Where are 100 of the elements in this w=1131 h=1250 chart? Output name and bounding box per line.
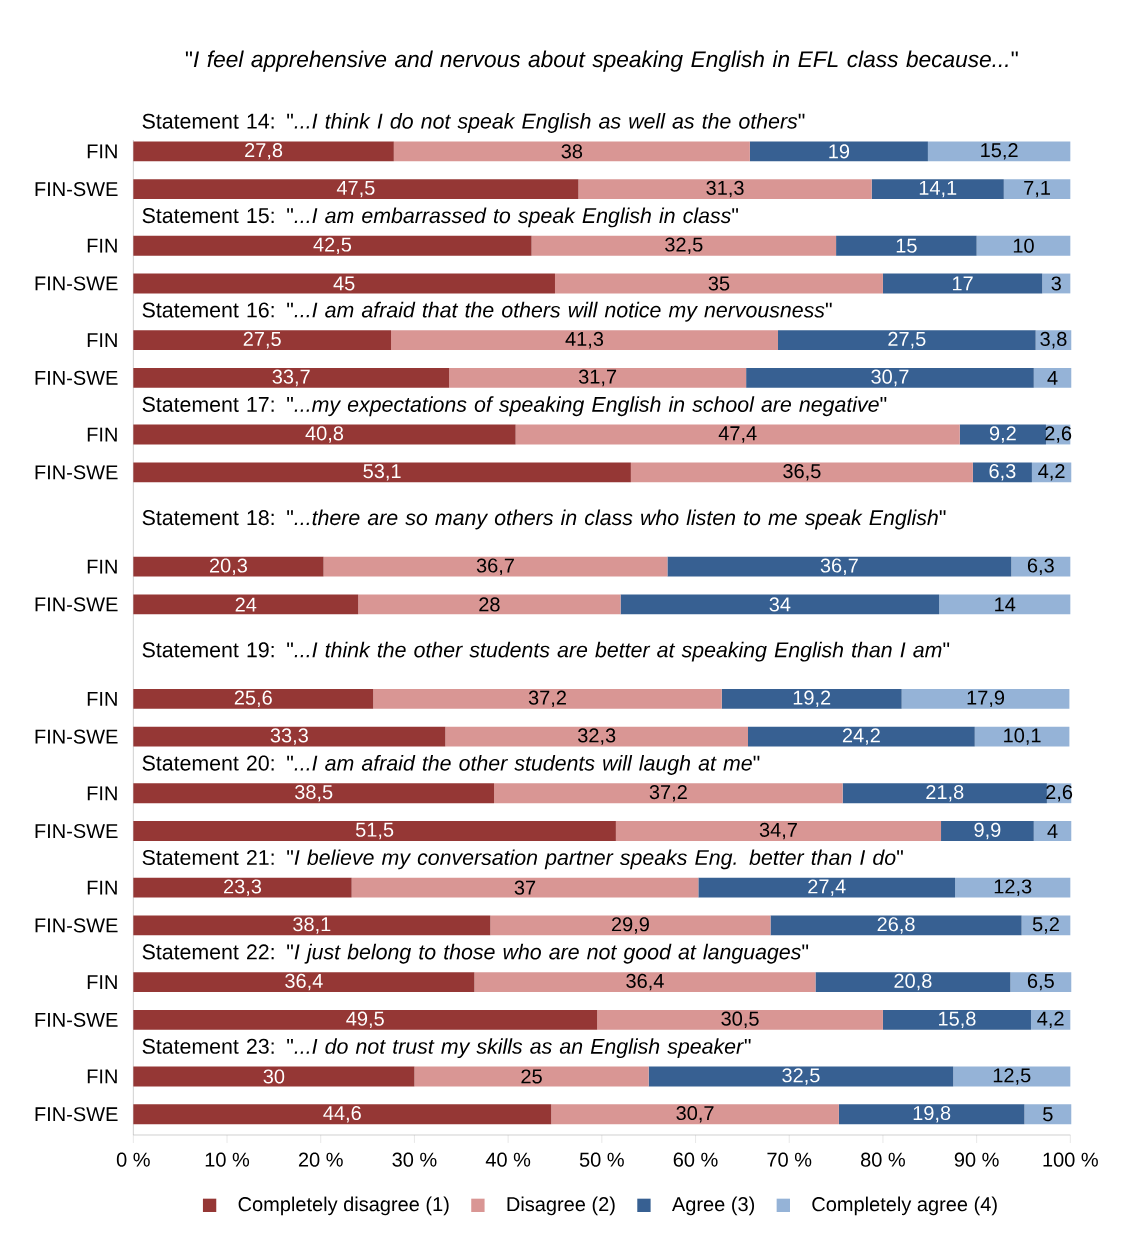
legend-label: Completely disagree (1) bbox=[238, 1196, 449, 1216]
bar bbox=[133, 367, 450, 388]
chart-title: "I feel apprehensive and nervous about speaking English in EFL class because..." bbox=[185, 50, 1018, 72]
bar bbox=[133, 877, 352, 898]
bar bbox=[578, 179, 872, 199]
x-tick-label: 100 % bbox=[1043, 1152, 1098, 1167]
data-label: 25,6 bbox=[234, 690, 272, 708]
data-label: 42,5 bbox=[313, 237, 352, 254]
annotation: Statement 17: "...my expectations of speaking English in school are negative" bbox=[142, 396, 887, 417]
bar bbox=[474, 972, 816, 992]
data-label: 9,2 bbox=[989, 426, 1016, 443]
data-label: 5,2 bbox=[1032, 917, 1059, 934]
bar bbox=[531, 235, 837, 256]
bar bbox=[554, 273, 883, 294]
bar bbox=[721, 688, 902, 709]
data-label: 4,2 bbox=[1037, 1011, 1064, 1029]
bar bbox=[393, 141, 750, 162]
data-label: 27,8 bbox=[245, 143, 283, 160]
bar bbox=[955, 877, 1071, 898]
data-label: 20,8 bbox=[894, 973, 932, 991]
bar bbox=[620, 594, 940, 615]
bar bbox=[597, 1009, 883, 1030]
bar bbox=[358, 594, 621, 615]
data-label: 27,5 bbox=[888, 331, 926, 349]
data-label: 30 bbox=[263, 1069, 285, 1084]
bar bbox=[133, 141, 394, 162]
data-label: 15,2 bbox=[981, 143, 1018, 160]
data-label: 19 bbox=[829, 144, 850, 159]
bar bbox=[882, 273, 1043, 294]
data-label: 45 bbox=[333, 276, 355, 291]
data-label: 12,5 bbox=[993, 1068, 1031, 1085]
bar bbox=[373, 688, 722, 709]
data-label: 3 bbox=[1051, 276, 1061, 291]
legend-label: Disagree (2) bbox=[507, 1196, 615, 1216]
data-label: 36,7 bbox=[476, 558, 514, 575]
bar bbox=[351, 877, 699, 898]
bar bbox=[1010, 972, 1072, 992]
data-label: 9,9 bbox=[974, 822, 1001, 840]
bar bbox=[133, 915, 491, 936]
bar bbox=[551, 1104, 839, 1125]
data-label: 30,7 bbox=[676, 1105, 714, 1123]
bar bbox=[133, 235, 532, 256]
data-label: 27,5 bbox=[243, 331, 281, 349]
data-label: 6,3 bbox=[1027, 558, 1054, 575]
data-label: 41,3 bbox=[565, 331, 604, 349]
data-label: 37 bbox=[514, 880, 536, 895]
data-label: 6,5 bbox=[1027, 973, 1054, 991]
bar bbox=[974, 726, 1070, 747]
x-tick-label: 50 % bbox=[579, 1152, 624, 1167]
annotation: Statement 15: "...I am embarrassed to speak English in class" bbox=[142, 207, 739, 228]
x-tick-label: 60 % bbox=[673, 1152, 718, 1167]
bar bbox=[815, 972, 1011, 992]
bar bbox=[391, 330, 778, 351]
annotation: Statement 19: "...I think the other students are better at speaking English than I am" bbox=[142, 641, 950, 662]
bar bbox=[490, 915, 771, 936]
data-label: 24,2 bbox=[842, 728, 880, 745]
y-tick-label: FIN bbox=[87, 880, 117, 895]
data-label: 15 bbox=[896, 238, 917, 253]
x-tick-label: 80 % bbox=[861, 1152, 905, 1167]
data-label: 30,7 bbox=[871, 369, 909, 387]
bar bbox=[749, 141, 928, 162]
data-label: 4 bbox=[1047, 824, 1058, 838]
data-label: 36,4 bbox=[626, 973, 664, 991]
bar bbox=[770, 915, 1022, 936]
bar bbox=[133, 821, 616, 841]
bar bbox=[323, 556, 668, 577]
data-label: 20,3 bbox=[209, 558, 248, 575]
data-label: 27,4 bbox=[808, 879, 846, 896]
data-label: 10 bbox=[1013, 238, 1034, 253]
bar bbox=[941, 821, 1034, 841]
data-label: 38 bbox=[561, 144, 583, 159]
data-label: 32,3 bbox=[577, 728, 616, 745]
bar bbox=[836, 235, 977, 256]
x-tick-label: 40 % bbox=[485, 1152, 531, 1167]
bar bbox=[133, 179, 579, 199]
bar bbox=[976, 235, 1071, 256]
y-tick-label: FIN-SWE bbox=[35, 370, 118, 385]
x-tick-label: 70 % bbox=[767, 1152, 812, 1167]
legend-label: Completely agree (4) bbox=[812, 1196, 997, 1216]
data-label: 38,5 bbox=[295, 784, 333, 802]
data-label: 12,3 bbox=[994, 879, 1032, 896]
data-label: 35 bbox=[708, 276, 730, 291]
y-tick-label: FIN bbox=[87, 786, 117, 801]
data-label: 17,9 bbox=[967, 690, 1005, 708]
bar bbox=[842, 783, 1047, 804]
bar bbox=[1033, 821, 1072, 841]
bar bbox=[1003, 179, 1071, 199]
bar bbox=[414, 1066, 649, 1087]
bar bbox=[515, 424, 960, 445]
y-tick-label: FIN-SWE bbox=[35, 823, 118, 839]
annotation: Statement 20: "...I am afraid the other students will laugh at me" bbox=[142, 755, 760, 775]
y-tick-label: FIN bbox=[87, 975, 117, 989]
annotation: Statement 21: "I believe my conversation partner speaks Eng. better than I do" bbox=[142, 849, 903, 870]
data-label: 19,2 bbox=[793, 690, 831, 708]
data-label: 32,5 bbox=[665, 237, 703, 254]
text: Statement 14: "...I think I do not speak English as well as the others" bbox=[142, 113, 805, 133]
y-tick-label: FIN-SWE bbox=[35, 465, 118, 480]
y-tick-label: FIN bbox=[87, 238, 117, 253]
bar bbox=[901, 688, 1070, 709]
data-label: 44,6 bbox=[323, 1105, 361, 1123]
